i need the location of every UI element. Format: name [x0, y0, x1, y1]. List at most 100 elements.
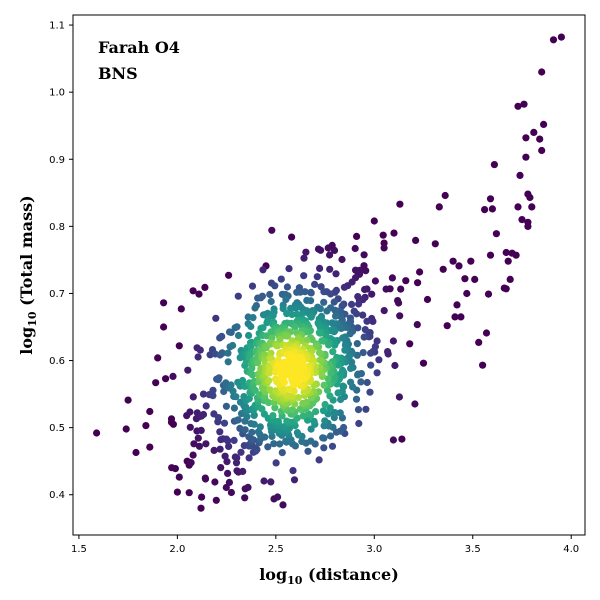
- data-point: [197, 426, 205, 434]
- data-point: [303, 296, 311, 304]
- data-point: [311, 280, 319, 288]
- data-point: [278, 449, 286, 457]
- data-point: [538, 146, 546, 155]
- data-point: [451, 313, 459, 321]
- data-point: [520, 100, 528, 108]
- data-point: [218, 332, 226, 340]
- data-point: [186, 423, 194, 431]
- plot-background: [73, 15, 585, 535]
- data-point: [330, 246, 339, 254]
- data-point: [267, 478, 275, 486]
- data-point: [230, 404, 238, 412]
- data-point: [233, 454, 241, 462]
- data-point: [360, 333, 368, 341]
- data-point: [502, 285, 510, 293]
- data-point: [312, 408, 320, 416]
- data-point: [347, 364, 355, 372]
- data-point: [279, 305, 287, 313]
- data-point: [298, 437, 306, 446]
- data-point: [212, 314, 220, 322]
- data-point: [248, 428, 256, 436]
- data-point: [276, 440, 284, 448]
- data-point: [293, 310, 301, 319]
- data-points: [93, 33, 566, 512]
- data-point: [359, 349, 367, 357]
- data-point: [435, 203, 443, 211]
- data-point: [212, 496, 220, 504]
- data-point: [549, 36, 558, 44]
- data-point: [512, 251, 520, 259]
- data-point: [313, 273, 321, 281]
- data-point: [328, 319, 336, 327]
- y-axis-title-suffix: (Total mass): [17, 195, 36, 311]
- data-point: [194, 353, 202, 361]
- data-point: [300, 272, 308, 280]
- data-point: [279, 501, 287, 509]
- data-point: [340, 283, 348, 291]
- legend-farah: Farah O4: [98, 38, 180, 57]
- data-point: [217, 464, 225, 472]
- data-point: [293, 429, 301, 437]
- data-point: [389, 436, 397, 444]
- data-point: [259, 266, 267, 274]
- data-point: [202, 402, 210, 410]
- data-point: [514, 203, 522, 211]
- data-point: [475, 338, 483, 346]
- data-point: [362, 267, 370, 275]
- data-point: [340, 423, 348, 432]
- data-point: [347, 378, 355, 386]
- data-point: [486, 195, 495, 203]
- x-tick-label: 2.0: [169, 544, 185, 555]
- data-point: [160, 323, 168, 331]
- data-point: [285, 385, 293, 393]
- data-point: [363, 317, 371, 325]
- data-point: [355, 419, 363, 428]
- data-point: [391, 361, 399, 370]
- data-point: [287, 366, 295, 374]
- data-point: [366, 388, 374, 396]
- data-point: [239, 376, 247, 385]
- y-tick-label: 1.1: [49, 21, 65, 32]
- data-point: [294, 394, 302, 402]
- data-point: [209, 386, 217, 394]
- data-point: [423, 295, 432, 304]
- data-point: [215, 374, 223, 382]
- data-point: [320, 288, 328, 296]
- data-point: [224, 469, 232, 477]
- data-point: [341, 341, 349, 349]
- data-point: [353, 340, 361, 348]
- data-point: [361, 285, 369, 294]
- data-point: [194, 434, 202, 442]
- data-point: [351, 244, 359, 253]
- data-point: [198, 493, 206, 501]
- y-tick-label: 0.4: [49, 490, 65, 501]
- data-point: [264, 443, 272, 451]
- data-point: [406, 340, 414, 348]
- data-point: [277, 275, 285, 283]
- data-point: [504, 257, 512, 265]
- data-point: [528, 203, 536, 211]
- data-point: [220, 419, 229, 427]
- data-point: [379, 231, 387, 239]
- data-point: [292, 304, 300, 312]
- data-point: [214, 414, 223, 422]
- data-point: [357, 378, 365, 386]
- data-point: [352, 395, 361, 403]
- data-point: [189, 287, 197, 295]
- data-point: [363, 378, 371, 387]
- data-point: [373, 369, 381, 377]
- data-point: [291, 323, 299, 331]
- data-point: [382, 285, 390, 293]
- data-point: [326, 251, 334, 259]
- data-point: [184, 366, 192, 374]
- data-point: [202, 440, 210, 448]
- data-point: [540, 120, 548, 128]
- data-point: [227, 328, 235, 336]
- data-point: [330, 298, 338, 306]
- data-point: [146, 407, 154, 416]
- data-point: [225, 271, 233, 279]
- data-point: [248, 371, 256, 379]
- data-point: [269, 412, 277, 420]
- x-axis-title: log10 (distance): [259, 565, 399, 587]
- data-point: [321, 417, 329, 425]
